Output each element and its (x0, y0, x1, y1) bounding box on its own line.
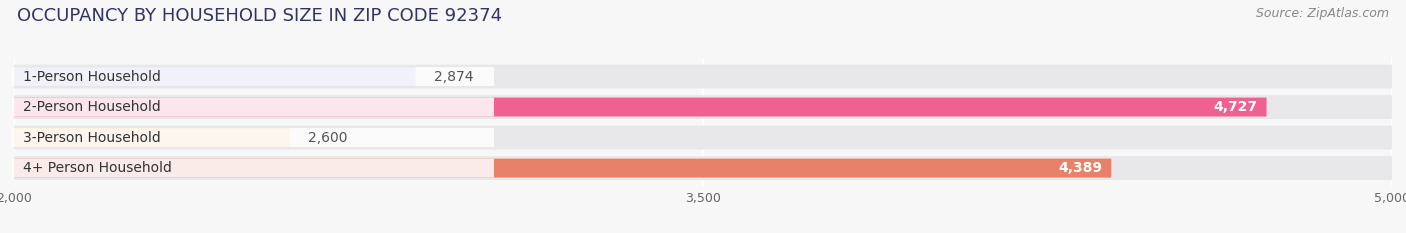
Text: 2-Person Household: 2-Person Household (24, 100, 162, 114)
FancyBboxPatch shape (14, 156, 1392, 180)
Text: 4,727: 4,727 (1213, 100, 1257, 114)
FancyBboxPatch shape (11, 128, 494, 147)
FancyBboxPatch shape (14, 128, 290, 147)
FancyBboxPatch shape (11, 98, 494, 116)
Text: 4,389: 4,389 (1059, 161, 1102, 175)
FancyBboxPatch shape (11, 159, 494, 178)
FancyBboxPatch shape (14, 126, 1392, 150)
FancyBboxPatch shape (14, 159, 1111, 178)
Text: 2,600: 2,600 (308, 130, 347, 145)
Text: OCCUPANCY BY HOUSEHOLD SIZE IN ZIP CODE 92374: OCCUPANCY BY HOUSEHOLD SIZE IN ZIP CODE … (17, 7, 502, 25)
Text: 4+ Person Household: 4+ Person Household (24, 161, 172, 175)
Text: Source: ZipAtlas.com: Source: ZipAtlas.com (1256, 7, 1389, 20)
FancyBboxPatch shape (14, 67, 416, 86)
Text: 1-Person Household: 1-Person Household (24, 70, 162, 84)
FancyBboxPatch shape (14, 95, 1392, 119)
FancyBboxPatch shape (14, 65, 1392, 89)
Text: 2,874: 2,874 (434, 70, 474, 84)
FancyBboxPatch shape (11, 67, 494, 86)
FancyBboxPatch shape (14, 98, 1267, 116)
Text: 3-Person Household: 3-Person Household (24, 130, 162, 145)
